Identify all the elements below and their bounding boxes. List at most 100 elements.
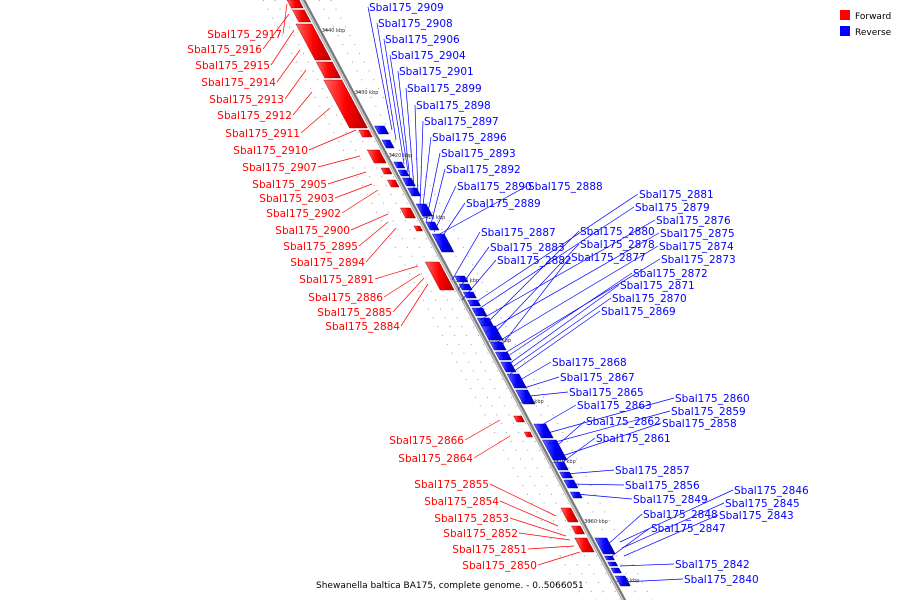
- gene-label: Sbal175_2865: [569, 387, 644, 399]
- gene-label: Sbal175_2912: [217, 110, 292, 122]
- reverse-gene: [462, 291, 477, 299]
- gene-label: Sbal175_2851: [452, 544, 527, 556]
- reverse-gene: [559, 471, 574, 479]
- reverse-gene: [393, 161, 406, 169]
- forward-gene: [523, 431, 534, 438]
- gene-label: Sbal175_2875: [660, 228, 735, 240]
- legend-label-forward: Forward: [855, 12, 891, 22]
- reverse-gene: [610, 567, 622, 574]
- gene-label: Sbal175_2876: [656, 215, 731, 227]
- scale-tick-label: 3420 kbp: [389, 153, 413, 159]
- gene-label: Sbal175_2887: [481, 227, 556, 239]
- legend-swatch-reverse: [840, 26, 850, 36]
- gene-label: Sbal175_2845: [725, 498, 800, 510]
- gene-label: Sbal175_2900: [275, 225, 350, 237]
- gene-label: Sbal175_2914: [201, 77, 276, 89]
- gene-label: Sbal175_2843: [719, 510, 794, 522]
- gene-label: Sbal175_2864: [398, 453, 473, 465]
- gene-label: Sbal175_2917: [207, 29, 282, 41]
- label-leader-lines: [262, 3, 734, 583]
- forward-gene: [413, 225, 423, 232]
- forward-gene: [571, 525, 585, 535]
- gene-label: Sbal175_2897: [424, 116, 499, 128]
- gene-label: Sbal175_2857: [615, 465, 690, 477]
- reverse-gene: [458, 283, 473, 291]
- reverse-gene: [569, 491, 583, 499]
- gene-label: Sbal175_2850: [462, 560, 537, 572]
- gene-label: Sbal175_2881: [639, 189, 714, 201]
- legend-label-reverse: Reverse: [855, 28, 892, 38]
- gene-label: Sbal175_2852: [443, 528, 518, 540]
- gene-label: Sbal175_2890: [457, 181, 532, 193]
- reverse-gene: [500, 361, 517, 373]
- gene-label: Sbal175_2855: [414, 479, 489, 491]
- forward-gene: [358, 129, 373, 138]
- legend: Forward Reverse: [840, 10, 892, 38]
- gene-label: Sbal175_2853: [434, 513, 509, 525]
- gene-label: Sbal175_2860: [675, 393, 750, 405]
- gene-label: Sbal175_2905: [252, 179, 327, 191]
- gene-label: Sbal175_2885: [317, 307, 392, 319]
- forward-gene: [386, 179, 400, 188]
- gene-label: Sbal175_2902: [266, 208, 341, 220]
- gene-label: Sbal175_2889: [466, 198, 541, 210]
- gene-label: Sbal175_2863: [577, 400, 652, 412]
- forward-gene: [380, 167, 393, 175]
- gene-label: Sbal175_2868: [552, 357, 627, 369]
- gene-label: Sbal175_2873: [661, 254, 736, 266]
- gene-label: Sbal175_2896: [432, 132, 507, 144]
- reverse-gene: [374, 125, 390, 135]
- reverse-gene: [604, 555, 615, 561]
- gene-label: Sbal175_2892: [446, 164, 521, 176]
- genome-backbone: [300, 0, 627, 600]
- gene-label: Sbal175_2861: [596, 433, 671, 445]
- legend-swatch-forward: [840, 10, 850, 20]
- gene-label: Sbal175_2884: [325, 321, 400, 333]
- gene-label: Sbal175_2915: [195, 60, 270, 72]
- gene-label: Sbal175_2858: [662, 418, 737, 430]
- reverse-gene: [397, 169, 410, 177]
- forward-gene: [315, 61, 342, 79]
- gene-label: Sbal175_2911: [225, 128, 300, 140]
- gene-label: Sbal175_2859: [671, 406, 746, 418]
- reverse-gene: [614, 575, 631, 587]
- reverse-gene: [607, 561, 619, 567]
- reverse-gene: [494, 351, 512, 361]
- scale-tick-label: 3410 kbp: [422, 215, 446, 221]
- gene-label: Sbal175_2891: [299, 274, 374, 286]
- gene-label: Sbal175_2906: [385, 34, 460, 46]
- gene-label: Sbal175_2909: [369, 2, 444, 14]
- gene-label: Sbal175_2899: [407, 83, 482, 95]
- reverse-gene: [542, 439, 568, 461]
- reverse-gene: [401, 177, 416, 187]
- gene-label: Sbal175_2893: [441, 148, 516, 160]
- gene-label: Sbal175_2871: [620, 280, 695, 292]
- gene-label: Sbal175_2880: [580, 226, 655, 238]
- gene-label: Sbal175_2847: [651, 523, 726, 535]
- forward-gene: [399, 207, 416, 219]
- gene-label: Sbal175_2869: [601, 306, 676, 318]
- scale-tick-label: 3360 kbp: [584, 519, 608, 525]
- gene-label: Sbal175_2886: [308, 292, 383, 304]
- gene-labels: Sbal175_2917 Sbal175_2916 Sbal175_2915 Sbal…: [187, 2, 809, 586]
- gene-label: Sbal175_2910: [233, 145, 308, 157]
- reverse-gene: [515, 389, 536, 405]
- reverse-gene: [533, 423, 554, 439]
- forward-gene: [424, 261, 455, 291]
- gene-label: Sbal175_2866: [389, 435, 464, 447]
- gene-label: Sbal175_2856: [625, 480, 700, 492]
- gene-label: Sbal175_2901: [399, 66, 474, 78]
- gene-label: Sbal175_2894: [290, 257, 365, 269]
- forward-gene: [513, 415, 526, 423]
- forward-gene: [574, 537, 595, 553]
- gene-label: Sbal175_2895: [283, 241, 358, 253]
- gene-label: Sbal175_2913: [209, 94, 284, 106]
- gene-label: Sbal175_2870: [612, 293, 687, 305]
- gene-label: Sbal175_2908: [378, 18, 453, 30]
- forward-gene: [323, 79, 368, 129]
- reverse-gene: [407, 187, 422, 197]
- reverse-gene: [381, 139, 395, 149]
- forward-gene: [366, 149, 387, 164]
- reverse-gene: [594, 537, 616, 555]
